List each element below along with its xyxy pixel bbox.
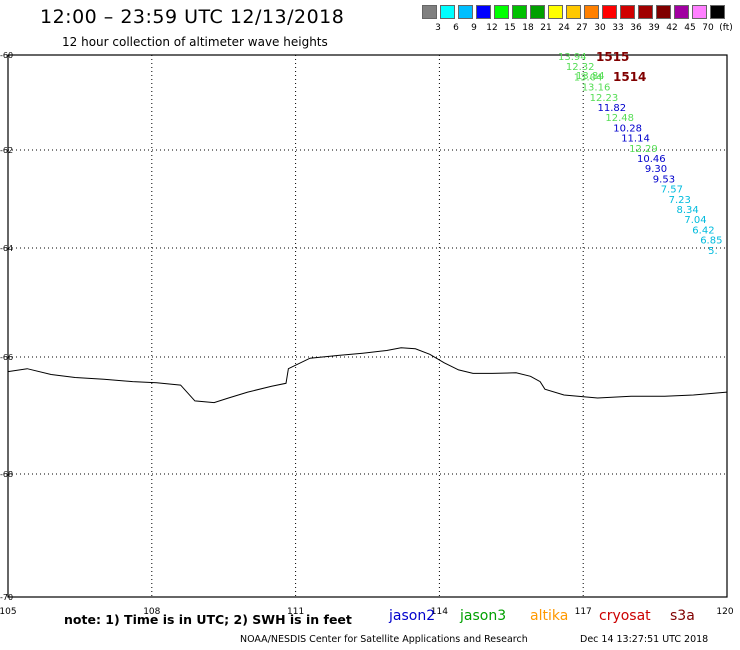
scale-swatch <box>692 5 707 19</box>
scale-swatch <box>566 5 581 19</box>
note-text: note: 1) Time is in UTC; 2) SWH is in fe… <box>64 612 352 627</box>
latitude-label: -66 <box>0 353 13 362</box>
map-subtitle: 12 hour collection of altimeter wave hei… <box>62 35 328 49</box>
swh-reading: 13.84 <box>576 71 605 82</box>
legend-item-cryosat: cryosat <box>599 608 651 624</box>
scale-swatch <box>584 5 599 19</box>
longitude-label: 105 <box>0 607 17 617</box>
track-pass-label: 1515 <box>596 50 629 64</box>
legend-item-altika: altika <box>530 608 569 624</box>
scale-swatch <box>512 5 527 19</box>
swh-reading: 9.30 <box>645 164 667 175</box>
swh-reading: 12.32 <box>566 62 595 73</box>
scale-label: 24 <box>558 23 570 33</box>
swh-reading: 12.29 <box>629 144 658 155</box>
legend-item-jason2: jason2 <box>389 608 436 624</box>
latitude-label: -70 <box>0 593 13 602</box>
scale-label: 30 <box>594 23 606 33</box>
scale-label: 9 <box>471 23 477 33</box>
swh-reading: 6.42 <box>692 225 714 236</box>
longitude-label: 111 <box>287 607 304 617</box>
map-title: 12:00 – 23:59 UTC 12/13/2018 <box>40 6 345 28</box>
scale-label: 3 <box>435 23 441 33</box>
legend-item-s3a: s3a <box>670 608 695 624</box>
scale-swatch <box>620 5 635 19</box>
coastline <box>7 347 728 404</box>
scale-label: 12 <box>486 23 498 33</box>
scale-swatch <box>602 5 617 19</box>
latitude-label: -64 <box>0 244 13 253</box>
swh-reading: 6.85 <box>700 236 722 247</box>
swh-reading: 8.34 <box>677 205 699 216</box>
timestamp-text: Dec 14 13:27:51 UTC 2018 <box>580 634 709 645</box>
scale-label: 42 <box>666 23 678 33</box>
swh-reading: 10.28 <box>613 123 642 134</box>
scale-swatch <box>548 5 563 19</box>
longitude-label: 108 <box>143 607 160 617</box>
swh-reading: 13.04 <box>574 72 603 83</box>
scale-label: 27 <box>576 23 588 33</box>
credit-text: NOAA/NESDIS Center for Satellite Applica… <box>240 634 528 645</box>
map-grid <box>7 54 728 598</box>
scale-label: 36 <box>630 23 642 33</box>
swh-reading: 9.53 <box>653 174 675 185</box>
map-axis-labels: 105 108 111 114 117 120 -60 -62 -64 -66 -68 -70 <box>0 51 734 617</box>
scale-swatch <box>476 5 491 19</box>
swh-reading: 7.57 <box>661 185 683 196</box>
scale-swatch <box>422 5 437 19</box>
scale-swatch <box>710 5 725 19</box>
scale-label: 70 <box>702 23 714 33</box>
scale-label: (ft) <box>719 23 733 33</box>
swh-reading: 13.94 <box>558 52 587 63</box>
latitude-label: -60 <box>0 51 13 60</box>
scale-label: 18 <box>522 23 534 33</box>
track-pass-label: 1514 <box>613 70 646 84</box>
scale-swatch <box>440 5 455 19</box>
scale-swatch <box>656 5 671 19</box>
scale-label: 21 <box>540 23 552 33</box>
satellite-tracks: 13.9412.3213.0413.1612.2311.8212.4810.28… <box>558 50 722 257</box>
latitude-label: -68 <box>0 470 13 479</box>
swh-reading: 5. <box>708 246 718 257</box>
latitude-label: -62 <box>0 146 13 155</box>
swh-reading: 11.82 <box>598 103 627 114</box>
scale-label: 6 <box>453 23 459 33</box>
map-frame <box>7 54 728 598</box>
swh-reading: 10.46 <box>637 154 666 165</box>
swh-reading: 7.23 <box>669 195 691 206</box>
scale-swatch <box>458 5 473 19</box>
scale-swatch <box>530 5 545 19</box>
longitude-label: 120 <box>716 607 733 617</box>
scale-label: 45 <box>684 23 696 33</box>
scale-swatch <box>674 5 689 19</box>
scale-swatch <box>638 5 653 19</box>
swh-reading: 12.23 <box>590 93 619 104</box>
scale-label: 39 <box>648 23 660 33</box>
swh-reading: 13.16 <box>582 83 611 94</box>
longitude-label: 117 <box>575 607 592 617</box>
scale-label: 15 <box>504 23 516 33</box>
scale-label: 33 <box>612 23 624 33</box>
swh-reading: 7.04 <box>684 215 706 226</box>
longitude-label: 114 <box>431 607 448 617</box>
swh-reading: 12.48 <box>605 113 634 124</box>
legend-item-jason3: jason3 <box>460 608 507 624</box>
scale-swatch <box>494 5 509 19</box>
swh-reading: 11.14 <box>621 134 650 145</box>
